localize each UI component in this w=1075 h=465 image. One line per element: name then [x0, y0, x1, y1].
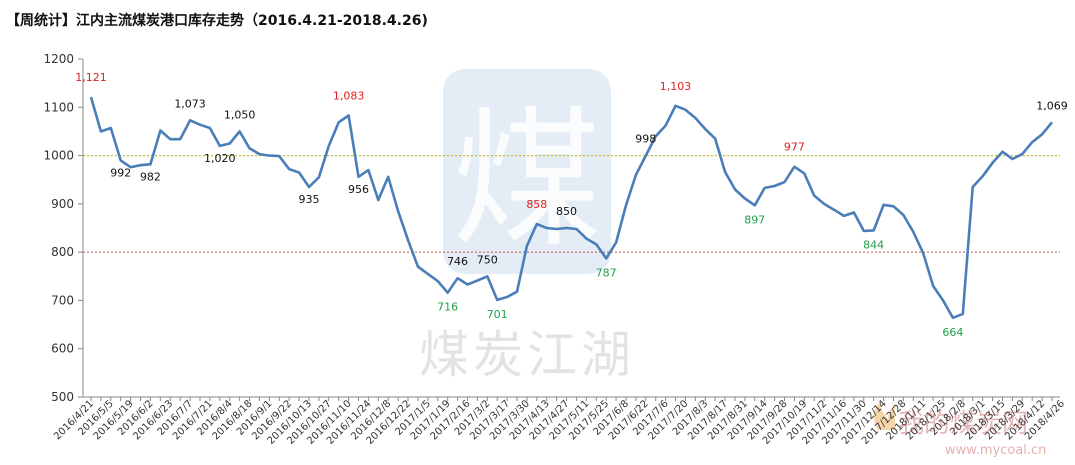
y-tick-label: 600 [51, 342, 74, 356]
data-label: 1,083 [333, 89, 365, 102]
watermark-logo-text: 煤炭江湖 [419, 326, 635, 384]
data-label: 716 [437, 301, 458, 314]
data-label: 935 [298, 193, 319, 206]
data-labels: 1,121 992 982 1,073 1,020 1,050 935 1,083 956 716… [75, 71, 1068, 339]
data-label: 787 [596, 266, 617, 279]
data-label: 1,103 [660, 80, 692, 93]
chart-title: 【周统计】江内主流煤炭港口库存走势（2016.4.21-2018.4.26) [6, 13, 428, 29]
series [89, 96, 1054, 320]
watermark-site: 我的煤炭网 www.mycoal.cn [873, 402, 1046, 458]
data-label: 844 [863, 238, 884, 251]
data-label: 1,121 [75, 71, 107, 84]
data-label: 1,050 [224, 108, 256, 121]
y-tick-label: 1200 [43, 52, 74, 66]
data-label: 956 [348, 183, 369, 196]
y-tick-label: 500 [51, 390, 74, 404]
y-tick-label: 1000 [43, 149, 74, 163]
data-label: 1,073 [174, 97, 206, 110]
data-label: 1,069 [1036, 99, 1068, 112]
y-tick-label: 900 [51, 197, 74, 211]
data-label: 850 [556, 205, 577, 218]
data-label: 664 [942, 326, 963, 339]
data-label: 897 [744, 213, 765, 226]
y-tick-label: 700 [51, 293, 74, 307]
data-label: 701 [487, 308, 508, 321]
y-tick-label: 800 [51, 245, 74, 259]
data-label: 982 [140, 170, 161, 183]
series-line [89, 96, 1054, 320]
watermark-site-url: www.mycoal.cn [945, 443, 1046, 458]
data-label: 998 [635, 133, 656, 146]
data-label: 858 [526, 198, 547, 211]
watermark-logo: 煤 煤炭江湖 [419, 69, 635, 384]
data-label: 977 [784, 141, 805, 154]
watermark-logo-char: 煤 [452, 94, 602, 268]
data-label: 1,020 [204, 152, 236, 165]
watermark-site-name: 我的煤炭网 [898, 409, 1028, 439]
data-label: 992 [110, 166, 131, 179]
axes: 5006007008009001000110012002016/4/212016… [43, 52, 1067, 447]
data-label: 750 [477, 253, 498, 266]
reference-lines [83, 155, 1060, 253]
y-tick-label: 1100 [43, 100, 74, 114]
data-label: 746 [447, 255, 468, 268]
